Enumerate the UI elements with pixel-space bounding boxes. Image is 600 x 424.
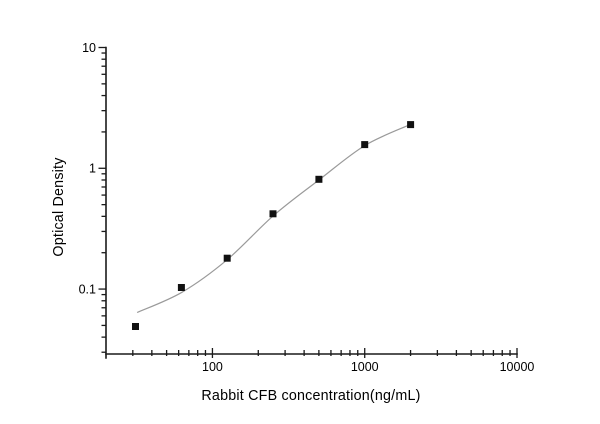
x-tick-label: 100 (202, 360, 223, 374)
y-axis-label: Optical Density (51, 157, 67, 257)
data-point (315, 175, 323, 183)
data-point (177, 284, 185, 291)
y-tick-label: 0.1 (79, 282, 96, 296)
data-point (407, 121, 415, 129)
x-axis-label: Rabbit CFB concentration(ng/mL) (201, 388, 420, 404)
axis-tick-labels: 100 1000 10000 0.1 1 10 (79, 41, 535, 374)
x-tick-label: 1000 (351, 360, 379, 374)
axes (105, 46, 518, 359)
data-point (132, 323, 139, 330)
data-point (223, 254, 231, 262)
data-point (269, 210, 277, 218)
data-points (132, 121, 415, 330)
x-tick-label: 10000 (500, 360, 535, 374)
y-tick-label: 10 (82, 41, 96, 55)
data-point (361, 141, 369, 149)
y-tick-label: 1 (89, 162, 96, 176)
axis-ticks (98, 46, 518, 358)
